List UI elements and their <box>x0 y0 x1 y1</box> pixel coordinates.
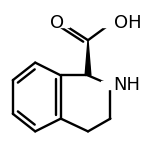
Text: NH: NH <box>113 76 140 94</box>
Text: OH: OH <box>114 14 142 32</box>
Bar <box>101 81 120 89</box>
Text: O: O <box>50 14 64 32</box>
Bar <box>102 18 122 27</box>
Bar <box>53 18 69 27</box>
Polygon shape <box>85 40 91 75</box>
